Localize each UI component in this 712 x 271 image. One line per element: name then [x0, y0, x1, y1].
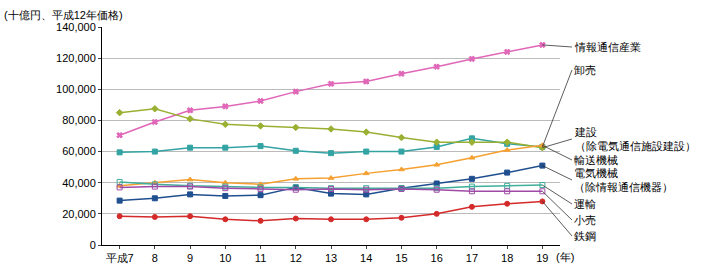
svg-text:平成7: 平成7: [106, 252, 134, 264]
svg-text:電気機械（除情報通信機器）: 電気機械（除情報通信機器）: [574, 167, 673, 193]
svg-text:19: 19: [536, 252, 548, 264]
svg-text:運輸: 運輸: [574, 198, 596, 210]
svg-text:18: 18: [501, 252, 513, 264]
svg-text:13: 13: [325, 252, 337, 264]
svg-text:15: 15: [395, 252, 407, 264]
svg-text:(年): (年): [556, 251, 574, 263]
svg-text:情報通信産業: 情報通信産業: [574, 41, 641, 53]
svg-text:8: 8: [152, 252, 158, 264]
svg-text:12: 12: [290, 252, 302, 264]
svg-text:(十億円、平成12年価格): (十億円、平成12年価格): [4, 9, 123, 21]
svg-text:卸売: 卸売: [574, 64, 596, 76]
svg-text:0: 0: [90, 239, 96, 251]
svg-text:20,000: 20,000: [62, 208, 96, 220]
svg-text:鉄鋼: 鉄鋼: [574, 230, 596, 242]
svg-text:建設（除電気通信施設建設）: 建設（除電気通信施設建設）: [574, 126, 696, 152]
svg-text:11: 11: [255, 252, 266, 264]
svg-text:120,000: 120,000: [56, 52, 96, 64]
svg-text:80,000: 80,000: [62, 114, 96, 126]
svg-text:40,000: 40,000: [62, 177, 96, 189]
svg-text:16: 16: [431, 252, 443, 264]
svg-text:60,000: 60,000: [62, 145, 96, 157]
svg-text:100,000: 100,000: [56, 83, 96, 95]
svg-text:17: 17: [466, 252, 478, 264]
svg-text:輸送機械: 輸送機械: [574, 154, 618, 166]
svg-text:小売: 小売: [574, 214, 596, 226]
svg-text:140,000: 140,000: [56, 21, 96, 33]
svg-text:14: 14: [360, 252, 372, 264]
svg-text:10: 10: [219, 252, 231, 264]
svg-text:9: 9: [187, 252, 193, 264]
